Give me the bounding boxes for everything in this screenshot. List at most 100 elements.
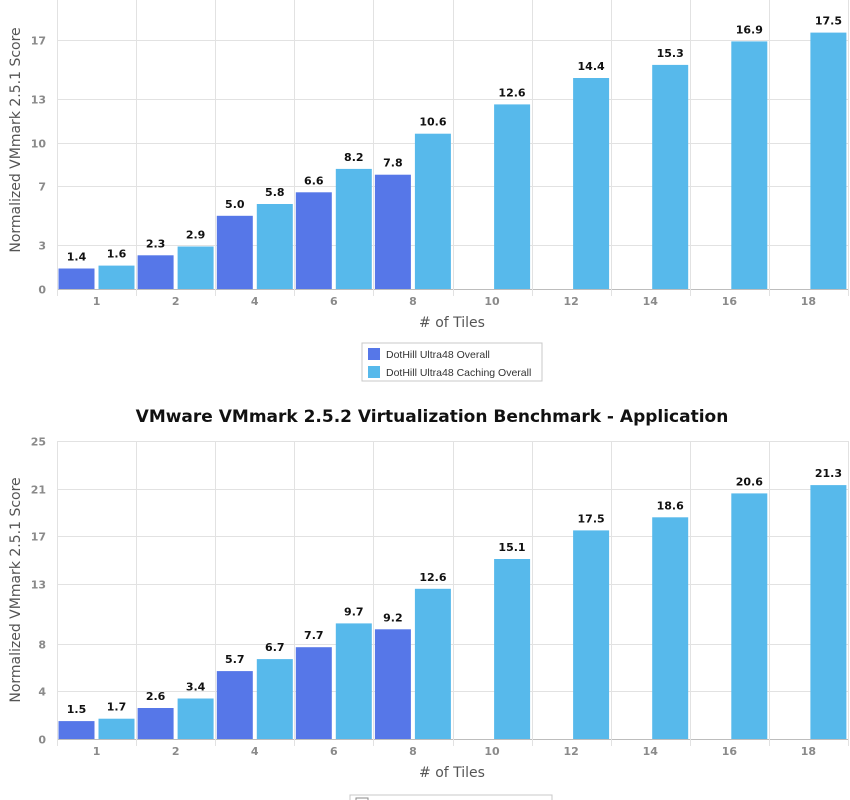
chart-1-y-axis-label: Normalized VMmark 2.5.1 Score xyxy=(8,27,24,252)
legend-box xyxy=(349,794,553,800)
bar xyxy=(335,623,372,739)
chart-1-x-tick-labels: 1 2 4 6 8 10 12 14 16 18 xyxy=(93,295,816,308)
bar xyxy=(374,174,411,289)
bar xyxy=(335,168,372,289)
x-tick-label: 12 xyxy=(563,745,578,758)
bar xyxy=(374,629,411,739)
bar xyxy=(414,133,451,289)
y-tick-label: 3 xyxy=(38,240,46,253)
x-tick-label: 6 xyxy=(330,745,338,758)
x-tick-label: 2 xyxy=(172,295,180,308)
data-label: 5.7 xyxy=(225,653,245,666)
bar xyxy=(137,255,174,289)
chart-2-x-axis-label: # of Tiles xyxy=(419,765,485,781)
x-tick-label: 8 xyxy=(409,295,417,308)
data-label: 2.6 xyxy=(146,690,166,703)
bar xyxy=(652,64,689,290)
x-tick-label: 4 xyxy=(251,745,259,758)
data-label: 3.4 xyxy=(186,681,206,694)
bar xyxy=(98,718,135,739)
bar xyxy=(731,41,768,290)
x-tick-label: 16 xyxy=(722,295,738,308)
x-tick-label: 10 xyxy=(484,295,500,308)
bar xyxy=(256,204,293,289)
data-label: 18.6 xyxy=(657,499,684,512)
bar xyxy=(652,517,689,739)
bar xyxy=(216,671,253,739)
x-tick-label: 4 xyxy=(251,295,259,308)
chart-1: 1.4 2.3 5.0 6.6 7.8 1.6 2.9 5.8 8.2 10.6 12.6 14.4 1… xyxy=(8,0,849,382)
y-tick-label: 13 xyxy=(31,579,46,592)
chart-1-y-tick-labels: 0 3 7 10 13 17 xyxy=(31,35,47,297)
chart-2-title: VMware VMmark 2.5.2 Virtualization Bench… xyxy=(136,407,729,427)
data-label: 12.6 xyxy=(498,86,525,99)
y-tick-label: 25 xyxy=(31,436,46,449)
bar xyxy=(177,246,214,289)
chart-2-y-tick-labels: 0 4 8 13 17 21 25 xyxy=(31,436,47,747)
bar xyxy=(731,493,768,739)
data-label: 1.6 xyxy=(107,248,127,261)
x-tick-label: 8 xyxy=(409,745,417,758)
data-label: 7.7 xyxy=(304,629,324,642)
chart-1-x-axis-label: # of Tiles xyxy=(419,315,485,331)
x-tick-label: 1 xyxy=(93,295,101,308)
data-label: 1.7 xyxy=(107,701,127,714)
data-label: 6.7 xyxy=(265,641,285,654)
y-tick-label: 0 xyxy=(38,734,46,747)
bar xyxy=(494,559,531,739)
data-label: 9.7 xyxy=(344,605,364,618)
y-tick-label: 21 xyxy=(31,484,46,497)
x-tick-label: 14 xyxy=(643,295,659,308)
bar xyxy=(810,32,847,289)
data-label: 17.5 xyxy=(815,15,842,28)
chart-2-legend xyxy=(349,794,553,800)
bar xyxy=(573,78,610,289)
x-tick-label: 14 xyxy=(643,745,659,758)
legend-label-caching-overall: DotHill Ultra48 Caching Overall xyxy=(386,367,531,379)
y-tick-label: 10 xyxy=(31,138,47,151)
chart-2-x-tick-labels: 1 2 4 6 8 10 12 14 16 18 xyxy=(93,745,816,758)
data-label: 2.9 xyxy=(186,229,206,242)
x-tick-label: 1 xyxy=(93,745,101,758)
chart-1-grid xyxy=(57,0,849,296)
bar xyxy=(256,659,293,739)
data-label: 16.9 xyxy=(736,23,763,36)
data-label: 15.3 xyxy=(657,47,684,60)
y-tick-label: 8 xyxy=(38,639,46,652)
data-label: 1.4 xyxy=(67,251,87,264)
bar xyxy=(295,192,332,289)
legend-label-overall: DotHill Ultra48 Overall xyxy=(386,349,490,361)
data-label: 21.3 xyxy=(815,467,842,480)
chart-1-legend: DotHill Ultra48 Overall DotHill Ultra48 … xyxy=(361,342,543,382)
bar xyxy=(494,104,531,290)
chart-2-bars: 1.5 2.6 5.7 7.7 9.2 1.7 3.4 6.7 9.7 12.6 15.1 17.5 1… xyxy=(58,467,847,739)
y-tick-label: 0 xyxy=(38,284,46,297)
data-label: 6.6 xyxy=(304,174,324,187)
legend-swatch-overall xyxy=(368,348,380,360)
legend-swatch-caching-overall xyxy=(368,366,380,378)
data-label: 14.4 xyxy=(578,60,605,73)
x-tick-label: 10 xyxy=(484,745,500,758)
data-label: 12.6 xyxy=(419,571,446,584)
data-label: 20.6 xyxy=(736,475,763,488)
chart-2-y-axis-label: Normalized VMmark 2.5.1 Score xyxy=(8,477,24,702)
bar xyxy=(137,708,174,739)
chart-2-grid xyxy=(57,441,849,746)
x-tick-label: 6 xyxy=(330,295,338,308)
x-tick-label: 16 xyxy=(722,745,738,758)
bar xyxy=(98,265,135,289)
data-label: 9.2 xyxy=(383,611,403,624)
chart-1-bars: 1.4 2.3 5.0 6.6 7.8 1.6 2.9 5.8 8.2 10.6 12.6 14.4 1… xyxy=(58,15,847,290)
y-tick-label: 17 xyxy=(31,531,46,544)
bar xyxy=(177,698,214,739)
bar xyxy=(58,721,95,739)
legend-swatch-overall xyxy=(355,797,369,800)
data-label: 10.6 xyxy=(419,116,446,129)
bar xyxy=(216,215,253,290)
x-tick-label: 12 xyxy=(563,295,578,308)
bar xyxy=(573,530,610,739)
data-label: 1.5 xyxy=(67,703,87,716)
x-tick-label: 18 xyxy=(801,745,816,758)
data-label: 8.2 xyxy=(344,151,364,164)
